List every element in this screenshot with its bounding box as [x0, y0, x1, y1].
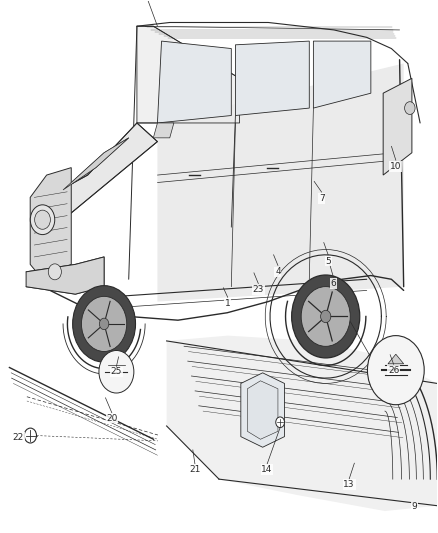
Circle shape	[367, 336, 424, 405]
Circle shape	[301, 287, 350, 346]
Text: 21: 21	[189, 465, 201, 474]
Text: 1: 1	[225, 299, 231, 308]
Polygon shape	[157, 41, 231, 123]
Text: 25: 25	[111, 367, 122, 376]
Polygon shape	[153, 123, 174, 138]
Text: 20: 20	[106, 414, 118, 423]
Text: 10: 10	[390, 162, 402, 171]
Circle shape	[24, 428, 36, 443]
Circle shape	[99, 318, 109, 329]
Circle shape	[321, 310, 331, 322]
Polygon shape	[314, 41, 371, 108]
Text: 13: 13	[343, 480, 355, 489]
Text: 26: 26	[388, 366, 399, 375]
Circle shape	[292, 275, 360, 358]
Polygon shape	[46, 123, 157, 220]
Text: 22: 22	[13, 433, 24, 442]
Polygon shape	[63, 138, 129, 190]
Text: 23: 23	[253, 285, 264, 294]
Polygon shape	[235, 41, 309, 116]
Text: 9: 9	[412, 502, 417, 511]
Circle shape	[81, 296, 127, 351]
Text: 5: 5	[325, 257, 331, 265]
Circle shape	[73, 286, 135, 362]
Circle shape	[30, 205, 55, 235]
Polygon shape	[388, 354, 404, 364]
Text: 14: 14	[261, 465, 273, 474]
Circle shape	[48, 264, 61, 280]
Polygon shape	[26, 257, 104, 294]
Polygon shape	[30, 167, 71, 279]
Polygon shape	[247, 381, 278, 439]
Text: 4: 4	[275, 268, 281, 276]
Circle shape	[276, 417, 285, 427]
Circle shape	[35, 210, 50, 229]
Polygon shape	[166, 336, 437, 511]
Circle shape	[99, 351, 134, 393]
Text: 7: 7	[319, 194, 325, 203]
Polygon shape	[241, 373, 285, 447]
Circle shape	[405, 102, 415, 115]
Polygon shape	[157, 63, 404, 302]
Polygon shape	[383, 78, 412, 175]
Polygon shape	[137, 26, 240, 123]
Text: 6: 6	[331, 279, 336, 288]
